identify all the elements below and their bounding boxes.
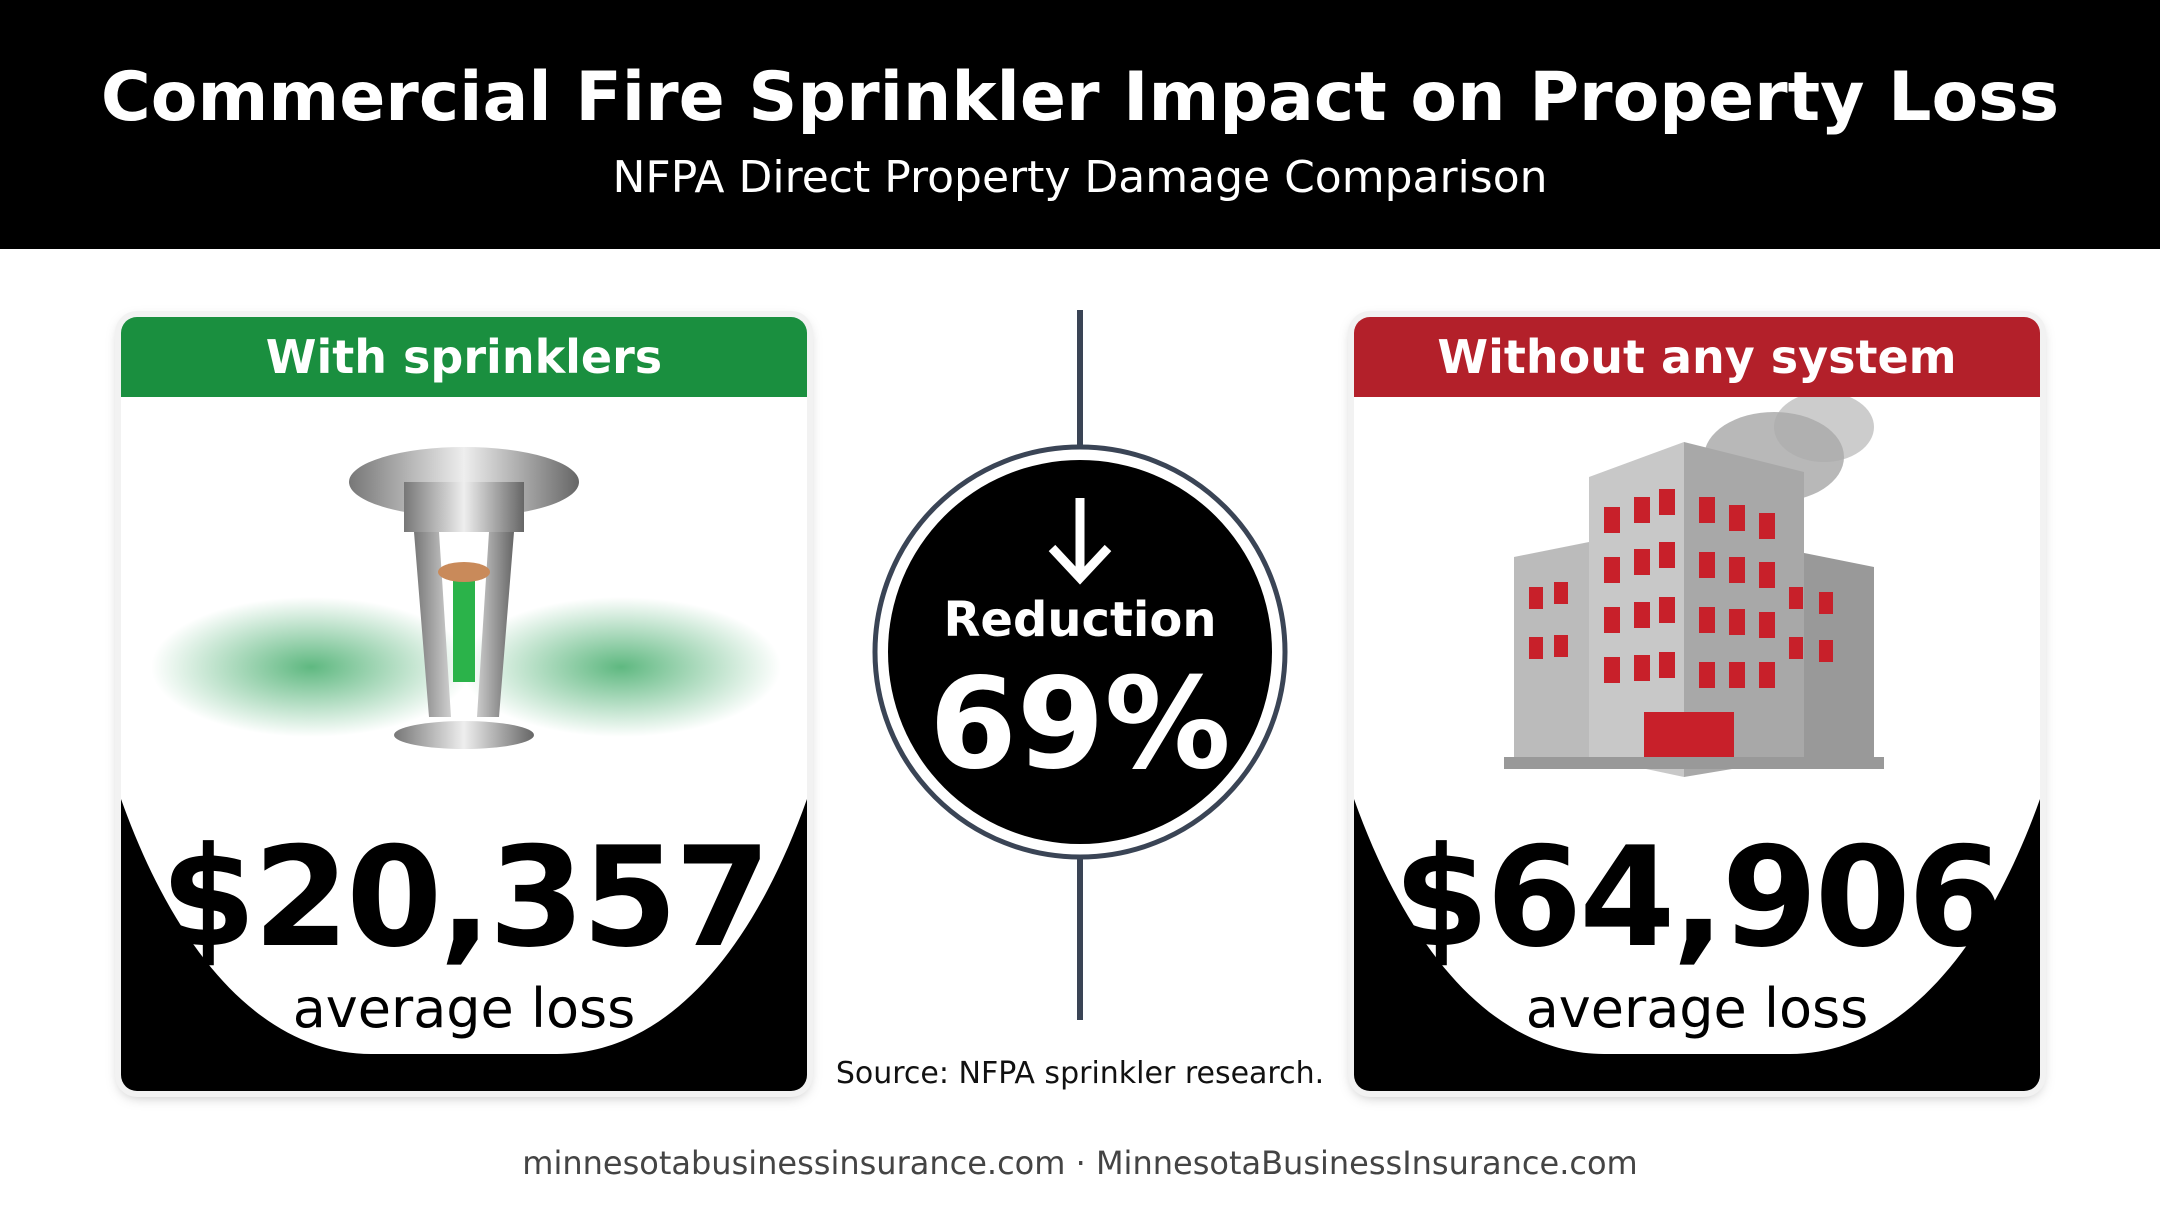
comparison-badge	[872, 310, 1288, 1020]
card-caption: average loss	[1525, 977, 1869, 1040]
subtitle: NFPA Direct Property Damage Comparison	[612, 152, 1548, 203]
card-with-sprinklers: With sprinklers $20,357 average loss	[121, 317, 807, 1091]
card-label: With sprinklers	[121, 317, 807, 397]
card-value: $64,906	[1393, 817, 2004, 978]
comparison-value: 69%	[929, 650, 1231, 797]
footer: minnesotabusinessinsurance.com · Minneso…	[522, 1144, 1638, 1182]
card-value: $20,357	[160, 817, 771, 978]
card-art	[121, 447, 807, 1091]
card-label: Without any system	[1354, 317, 2040, 397]
title: Commercial Fire Sprinkler Impact on Prop…	[100, 58, 2060, 137]
card-caption: average loss	[292, 977, 636, 1040]
card-art	[1354, 392, 2040, 1091]
comparison-label: Reduction	[943, 592, 1217, 648]
card-without-system: Without any system $64,906 average loss	[1354, 317, 2040, 1091]
source-note: Source: NFPA sprinkler research.	[835, 1056, 1325, 1091]
header-bar	[0, 0, 2160, 249]
